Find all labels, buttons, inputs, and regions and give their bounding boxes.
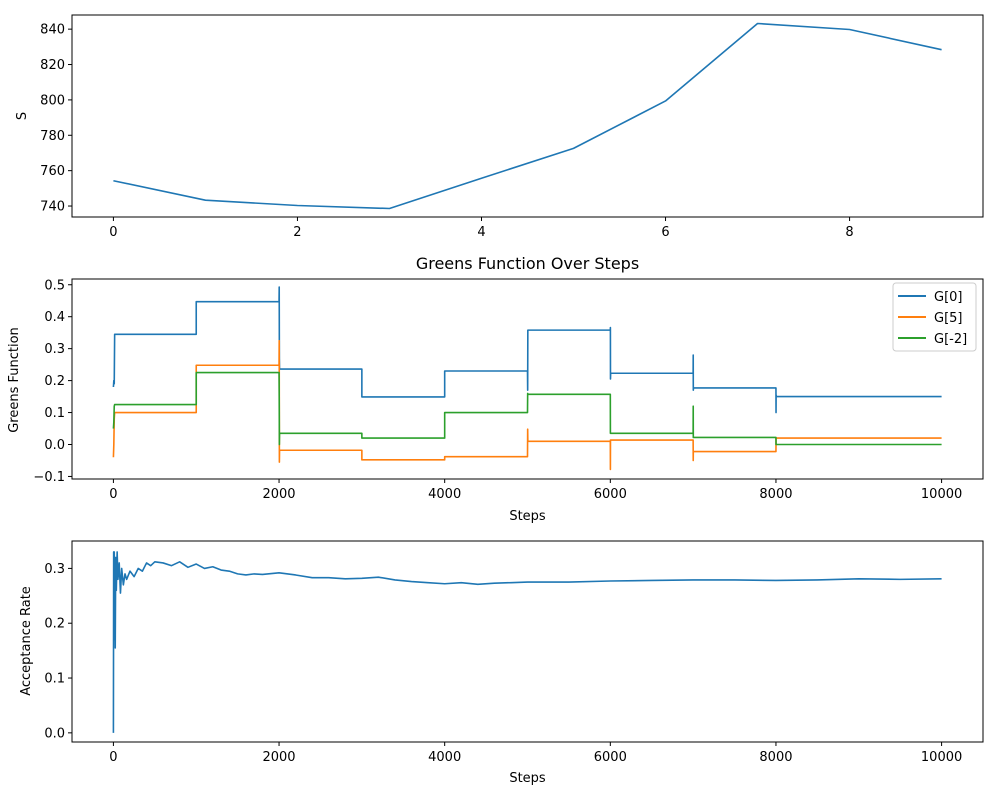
y-tick-label: 0.1: [44, 406, 65, 421]
subplot-1-ticks: 0 2 4 6 8 740 760 780 800 820 840: [40, 23, 854, 240]
y-tick-label: 0.2: [44, 617, 65, 632]
subplot-1: 0 2 4 6 8 740 760 780 800 820 840 S: [15, 14, 984, 240]
x-tick-label: 8000: [759, 750, 792, 765]
legend: G[0] G[5] G[-2]: [892, 282, 977, 352]
y-tick-label: 840: [40, 23, 65, 38]
x-tick-label: 8: [845, 225, 853, 240]
subplot-2-plot-area: [71, 278, 984, 480]
legend-entry-g5: G[5]: [898, 311, 963, 326]
legend-entry-g0: G[0]: [898, 290, 963, 305]
legend-label-g5: G[5]: [934, 311, 963, 326]
x-tick-label: 8000: [759, 487, 792, 502]
x-tick-label: 4000: [428, 750, 461, 765]
legend-label-gm2: G[-2]: [934, 332, 967, 347]
series-line-g-0: [112, 286, 942, 414]
series-line-0: [113, 22, 942, 210]
y-tick-label: 0.0: [44, 726, 65, 741]
y-tick-label: 0.2: [44, 374, 65, 389]
y-tick-label: 820: [40, 58, 65, 73]
subplot-3-frame: [71, 540, 984, 743]
x-tick-label: 6: [661, 225, 669, 240]
x-tick-label: 2000: [262, 750, 295, 765]
subplot-1-plot-area: [71, 14, 984, 218]
subplot-3-xlabel: Steps: [509, 771, 546, 786]
y-tick-label: 0.5: [44, 278, 65, 293]
y-tick-label: 0.4: [44, 310, 65, 325]
y-tick-label: −0.1: [33, 470, 65, 485]
subplot-2-title: Greens Function Over Steps: [416, 254, 639, 273]
x-tick-label: 0: [109, 750, 117, 765]
x-tick-label: 4000: [428, 487, 461, 502]
legend-frame: [892, 282, 977, 352]
x-tick-label: 2000: [262, 487, 295, 502]
y-tick-label: 0.3: [44, 342, 65, 357]
subplot-2-ylabel: Greens Function: [7, 327, 22, 433]
subplot-2-ticks: 0 2000 4000 6000 8000 10000 −0.1 0.0 0.1 0.2 0.3 0.…: [33, 278, 962, 502]
series-line-g-2: [112, 371, 942, 446]
y-tick-label: 0.0: [44, 438, 65, 453]
x-tick-label: 4: [477, 225, 485, 240]
y-tick-label: 780: [40, 129, 65, 144]
subplot-3-plot-area: [71, 540, 984, 743]
subplot-2-xlabel: Steps: [509, 509, 546, 524]
x-tick-label: 10000: [921, 750, 962, 765]
subplot-1-frame: [71, 14, 984, 218]
subplot-3: 0 2000 4000 6000 8000 10000 0.0 0.1 0.2 0.3 Steps…: [19, 540, 984, 786]
series-line-0: [112, 551, 942, 733]
y-tick-label: 0.3: [44, 562, 65, 577]
y-tick-label: 800: [40, 93, 65, 108]
y-tick-label: 0.1: [44, 672, 65, 687]
legend-entry-gm2: G[-2]: [898, 332, 967, 347]
x-tick-label: 10000: [921, 487, 962, 502]
y-tick-label: 760: [40, 164, 65, 179]
y-tick-label: 740: [40, 200, 65, 215]
subplot-3-ylabel: Acceptance Rate: [19, 586, 34, 696]
subplot-2-frame: [71, 278, 984, 480]
x-tick-label: 6000: [594, 487, 627, 502]
x-tick-label: 0: [109, 225, 117, 240]
x-tick-label: 6000: [594, 750, 627, 765]
legend-label-g0: G[0]: [934, 290, 963, 305]
subplot-2: Greens Function Over Steps 0 2000 4000 6000…: [7, 254, 984, 524]
subplot-3-ticks: 0 2000 4000 6000 8000 10000 0.0 0.1 0.2 0.3: [44, 562, 962, 765]
x-tick-label: 2: [293, 225, 301, 240]
subplot-1-ylabel: S: [15, 112, 30, 120]
x-tick-label: 0: [109, 487, 117, 502]
